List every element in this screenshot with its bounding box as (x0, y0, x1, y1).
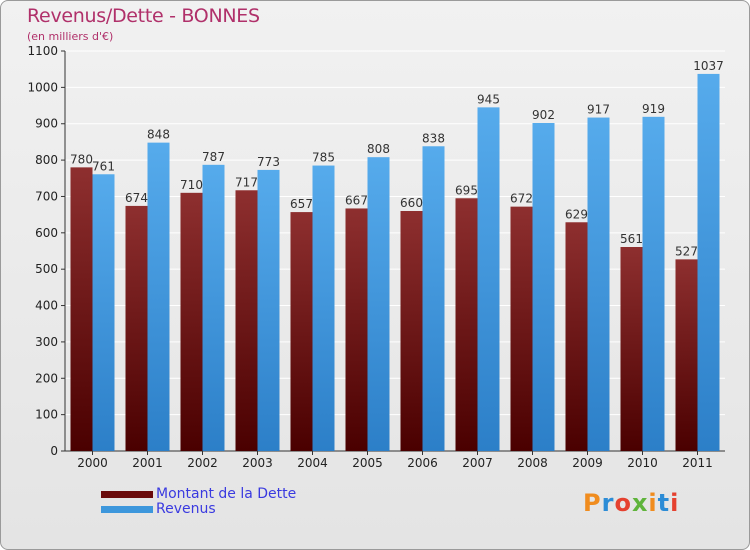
data-label-revenus: 773 (257, 155, 280, 169)
y-tick-label: 600 (35, 226, 58, 240)
y-tick-label: 700 (35, 189, 58, 203)
data-label-revenus: 787 (202, 150, 225, 164)
bar-revenus (422, 146, 445, 452)
bar-revenus (202, 164, 225, 451)
bar-dette (675, 259, 698, 451)
bar-dette (345, 208, 368, 451)
bar-revenus (312, 165, 335, 451)
legend-label-dette: Montant de la Dette (156, 486, 297, 502)
y-tick-label: 400 (35, 299, 58, 313)
y-tick-label: 0 (50, 444, 58, 458)
data-label-dette: 660 (400, 196, 423, 210)
data-label-dette: 710 (180, 178, 203, 192)
data-label-revenus: 808 (367, 142, 390, 156)
legend-item-revenus: Revenus (101, 502, 296, 517)
logo-letter: r (601, 489, 615, 517)
data-label-revenus: 945 (477, 92, 500, 106)
bars (70, 73, 720, 452)
legend-label-revenus: Revenus (156, 501, 216, 517)
logo-letter: P (583, 489, 602, 517)
logo-letter: i (670, 489, 680, 517)
data-label-dette: 629 (565, 207, 588, 221)
bar-revenus (532, 123, 555, 451)
data-label-revenus: 838 (422, 131, 445, 145)
bar-dette (290, 212, 313, 451)
bar-revenus (697, 73, 720, 451)
x-tick-label: 2009 (572, 456, 603, 470)
legend-swatch-revenus (101, 506, 153, 513)
y-tick-label: 500 (35, 262, 58, 276)
x-tick-label: 2001 (132, 456, 163, 470)
bar-revenus (477, 107, 500, 451)
logo-letter: i (648, 489, 658, 517)
bar-revenus (587, 117, 610, 451)
x-tick-label: 2006 (407, 456, 438, 470)
x-tick-label: 2008 (517, 456, 548, 470)
bar-dette (620, 247, 643, 451)
data-label-revenus: 902 (532, 108, 555, 122)
data-label-dette: 561 (620, 232, 643, 246)
data-label-revenus: 1037 (693, 59, 724, 73)
y-tick-label: 200 (35, 371, 58, 385)
x-tick-label: 2011 (682, 456, 713, 470)
bar-dette (510, 206, 533, 451)
logo-letter: t (657, 489, 671, 517)
bar-dette (125, 205, 148, 451)
x-tick-label: 2002 (187, 456, 218, 470)
bar-revenus (92, 174, 115, 452)
x-tick-label: 2010 (627, 456, 658, 470)
logo-letter: x (631, 489, 649, 517)
data-label-revenus: 917 (587, 103, 610, 117)
y-tick-label: 800 (35, 153, 58, 167)
x-tick-label: 2005 (352, 456, 383, 470)
data-label-dette: 695 (455, 183, 478, 197)
bar-revenus (147, 142, 170, 452)
data-label-revenus: 919 (642, 102, 665, 116)
data-label-dette: 527 (675, 244, 698, 258)
x-tick-label: 2007 (462, 456, 493, 470)
chart-title: Revenus/Dette - BONNES (27, 5, 260, 27)
bar-revenus (367, 157, 390, 451)
data-label-revenus: 848 (147, 128, 170, 142)
bar-revenus (257, 169, 280, 451)
data-label-dette: 657 (290, 197, 313, 211)
legend-swatch-dette (101, 491, 153, 498)
y-tick-label: 300 (35, 335, 58, 349)
bar-dette (70, 167, 93, 451)
axes: 0 100 200 300 400 500 600 700 800 900 1000 1100 2000… (27, 44, 725, 470)
logo-letter: o (614, 489, 632, 517)
x-tick-label: 2003 (242, 456, 273, 470)
data-label-dette: 780 (70, 152, 93, 166)
data-label-revenus: 761 (92, 159, 115, 173)
chart-subtitle: (en milliers d'€) (27, 30, 114, 43)
y-tick-label: 900 (35, 117, 58, 131)
bar-dette (565, 222, 588, 451)
data-label-dette: 672 (510, 192, 533, 206)
y-tick-label: 100 (35, 408, 58, 422)
data-labels: 780 761 674 848 710 787 717 773 657 785 667 808 660 8… (70, 59, 724, 258)
data-label-dette: 667 (345, 193, 368, 207)
data-label-revenus: 785 (312, 151, 335, 165)
legend-item-dette: Montant de la Dette (101, 487, 296, 502)
bar-dette (400, 211, 423, 451)
proxiti-logo: Proxiti (583, 489, 679, 517)
bar-revenus (642, 116, 665, 452)
gridlines (65, 50, 725, 452)
bar-dette (235, 190, 258, 452)
data-label-dette: 717 (235, 175, 258, 189)
legend: Montant de la Dette Revenus (101, 487, 296, 517)
x-tick-label: 2004 (297, 456, 328, 470)
y-tick-label: 1100 (27, 44, 58, 58)
y-tick-label: 1000 (27, 80, 58, 94)
x-tick-label: 2000 (77, 456, 108, 470)
bar-dette (180, 192, 203, 451)
bar-dette (455, 198, 478, 451)
data-label-dette: 674 (125, 191, 148, 205)
